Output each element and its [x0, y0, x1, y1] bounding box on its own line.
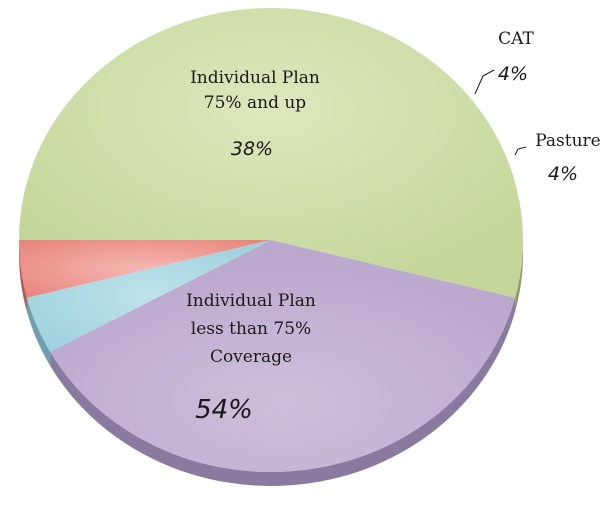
slice-label-2-line-0: CAT	[498, 29, 534, 49]
slice-value-label-3: 4%	[548, 163, 578, 185]
slice-value-label-1: 38%	[231, 138, 273, 160]
leader-line-2	[474, 69, 495, 95]
pie-slice-3	[19, 240, 271, 298]
pie-slice-2	[26, 240, 272, 352]
slice-label-1-line-0: Individual Plan	[190, 68, 320, 88]
pie-edge-0	[515, 240, 523, 312]
pie-slices	[19, 8, 523, 473]
pie-labels: Individual Plan less than 75% Coverage 54% I…	[186, 29, 601, 425]
pie-edge-2	[26, 297, 51, 366]
leader-line-3	[514, 146, 527, 156]
pie-edge-3	[19, 240, 27, 312]
pie-3d-edge	[19, 240, 523, 487]
slice-label-1-line-1: 75% and up	[204, 93, 307, 113]
slice-label-0-line-0: Individual Plan	[186, 291, 316, 311]
pie-slice-1	[50, 240, 516, 473]
slice-value-label-2: 4%	[498, 63, 528, 85]
slice-value-label-0: 54%	[195, 395, 253, 425]
pie-slice-0	[19, 8, 523, 298]
slice-label-3-line-0: Pasture	[535, 131, 601, 151]
slice-label-0-line-1: less than 75%	[191, 319, 311, 339]
slice-label-0-line-2: Coverage	[210, 347, 292, 367]
